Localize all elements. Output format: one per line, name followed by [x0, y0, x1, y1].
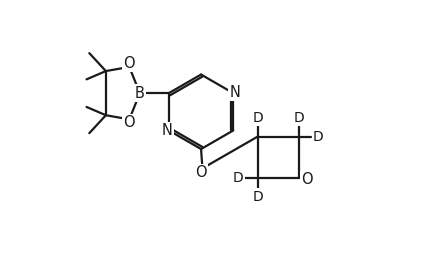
- Text: D: D: [293, 111, 304, 125]
- Text: N: N: [162, 123, 173, 139]
- Text: O: O: [124, 115, 135, 130]
- Text: O: O: [195, 165, 207, 180]
- Text: N: N: [229, 85, 240, 100]
- Text: O: O: [124, 56, 135, 71]
- Text: D: D: [252, 111, 263, 125]
- Text: O: O: [301, 172, 313, 187]
- Text: D: D: [252, 190, 263, 203]
- Text: B: B: [135, 86, 145, 101]
- Text: D: D: [313, 130, 324, 144]
- Text: D: D: [233, 171, 244, 185]
